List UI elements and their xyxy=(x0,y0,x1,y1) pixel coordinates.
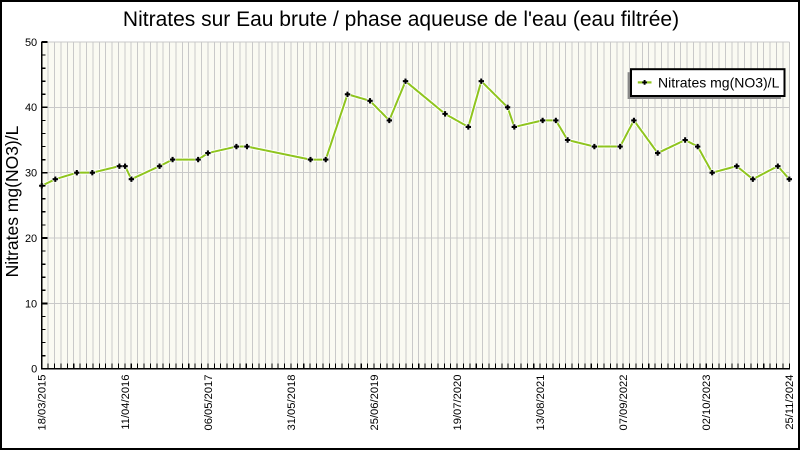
data-point-marker xyxy=(694,143,701,150)
x-tick-label: 25/11/2024 xyxy=(784,375,796,430)
data-point-marker xyxy=(402,78,409,85)
legend-border xyxy=(630,68,786,97)
data-point-marker xyxy=(366,97,374,105)
data-point-marker xyxy=(630,117,638,124)
x-axis-tick-labels: 18/03/2015 11/04/2016 06/05/2017 31/05/2018… xyxy=(37,375,797,431)
x-tick-label: 02/10/2023 xyxy=(701,375,713,431)
data-point-marker xyxy=(233,143,240,150)
data-point-marker xyxy=(465,123,472,131)
data-point-marker xyxy=(681,136,689,144)
x-tick-label: 31/05/2018 xyxy=(286,375,298,431)
y-axis-ticks xyxy=(41,41,48,357)
x-tick-label: 18/03/2015 xyxy=(37,375,49,431)
data-point-marker xyxy=(616,143,624,150)
data-point-marker xyxy=(386,117,393,124)
axes xyxy=(40,41,790,370)
data-point-marker xyxy=(552,117,560,124)
data-point-marker xyxy=(539,117,546,124)
legend-plus-marker-icon xyxy=(642,80,647,85)
y-tick-label: 40 xyxy=(25,102,37,114)
data-point-marker xyxy=(564,136,571,144)
data-point-marker xyxy=(708,169,716,176)
data-point-marker xyxy=(733,162,740,170)
data-point-marker xyxy=(121,162,129,170)
data-point-marker xyxy=(504,104,511,111)
data-point-marker xyxy=(441,110,449,118)
data-point-marker xyxy=(307,156,314,163)
y-axis-title: Nitrates mg(NO3)/L xyxy=(2,125,22,277)
data-point-marker xyxy=(591,143,598,150)
y-axis-tick-labels: 0 10 20 30 40 50 xyxy=(25,37,37,376)
y-gridlines xyxy=(42,41,790,304)
data-point-marker xyxy=(156,162,163,170)
x-axis-ticks xyxy=(41,363,790,368)
data-point-marker xyxy=(169,156,176,163)
y-tick-label: 10 xyxy=(25,298,37,310)
data-point-marker xyxy=(478,78,485,85)
x-tick-label: 11/04/2016 xyxy=(120,375,132,430)
x-tick-label: 06/05/2017 xyxy=(203,375,215,431)
data-point-marker xyxy=(511,123,518,131)
data-point-marker xyxy=(52,176,59,183)
y-tick-label: 50 xyxy=(25,37,37,49)
x-tick-label: 07/09/2022 xyxy=(618,375,630,431)
series-line xyxy=(41,80,791,187)
data-point-marker xyxy=(322,156,329,163)
x-tick-label: 19/07/2020 xyxy=(452,375,464,431)
y-tick-label: 0 xyxy=(31,364,37,376)
chart-title: Nitrates sur Eau brute / phase aqueuse d… xyxy=(123,8,679,31)
legend-label: Nitrates mg(NO3)/L xyxy=(658,74,780,90)
data-point-marker xyxy=(749,176,757,183)
series-data-line xyxy=(41,80,791,187)
data-point-marker xyxy=(89,169,96,176)
data-point-marker xyxy=(73,169,81,176)
data-point-marker xyxy=(204,149,212,157)
data-point-marker xyxy=(344,91,351,98)
legend-box: Nitrates mg(NO3)/L xyxy=(627,68,786,99)
data-point-marker xyxy=(243,143,251,150)
y-tick-label: 20 xyxy=(25,233,37,245)
data-point-markers xyxy=(38,78,793,189)
x-tick-label: 25/06/2019 xyxy=(369,375,381,431)
data-point-marker xyxy=(654,149,661,157)
x-tick-label: 13/08/2021 xyxy=(535,375,547,431)
data-point-marker xyxy=(774,162,781,170)
data-point-marker xyxy=(194,156,202,163)
data-point-marker xyxy=(128,176,135,183)
data-point-marker xyxy=(786,176,793,183)
nitrates-line-chart: 0 10 20 30 40 50 18/03/2015 11/04/2016 06/05/20… xyxy=(2,8,797,431)
y-tick-label: 30 xyxy=(25,168,37,180)
